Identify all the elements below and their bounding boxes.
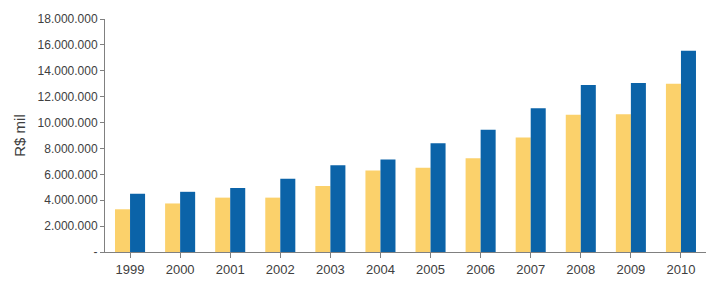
- svg-text:2010: 2010: [666, 262, 695, 277]
- svg-text:2005: 2005: [416, 262, 445, 277]
- svg-text:2.000.000: 2.000.000: [44, 219, 98, 233]
- svg-text:2008: 2008: [566, 262, 595, 277]
- svg-text:4.000.000: 4.000.000: [44, 193, 98, 207]
- svg-text:6.000.000: 6.000.000: [44, 168, 98, 182]
- svg-text:2002: 2002: [266, 262, 295, 277]
- svg-text:1999: 1999: [116, 262, 145, 277]
- svg-text:2007: 2007: [516, 262, 545, 277]
- svg-text:16.000.000: 16.000.000: [38, 38, 98, 52]
- svg-text:2004: 2004: [366, 262, 395, 277]
- svg-text:18.000.000: 18.000.000: [38, 12, 98, 26]
- svg-text:-: -: [94, 245, 98, 259]
- svg-text:2003: 2003: [316, 262, 345, 277]
- svg-text:14.000.000: 14.000.000: [38, 64, 98, 78]
- svg-text:10.000.000: 10.000.000: [38, 116, 98, 130]
- svg-text:2000: 2000: [166, 262, 195, 277]
- svg-text:2009: 2009: [616, 262, 645, 277]
- svg-text:2006: 2006: [466, 262, 495, 277]
- svg-text:R$ mil: R$ mil: [11, 114, 28, 157]
- svg-text:8.000.000: 8.000.000: [44, 142, 98, 156]
- svg-text:2001: 2001: [216, 262, 245, 277]
- svg-text:12.000.000: 12.000.000: [38, 90, 98, 104]
